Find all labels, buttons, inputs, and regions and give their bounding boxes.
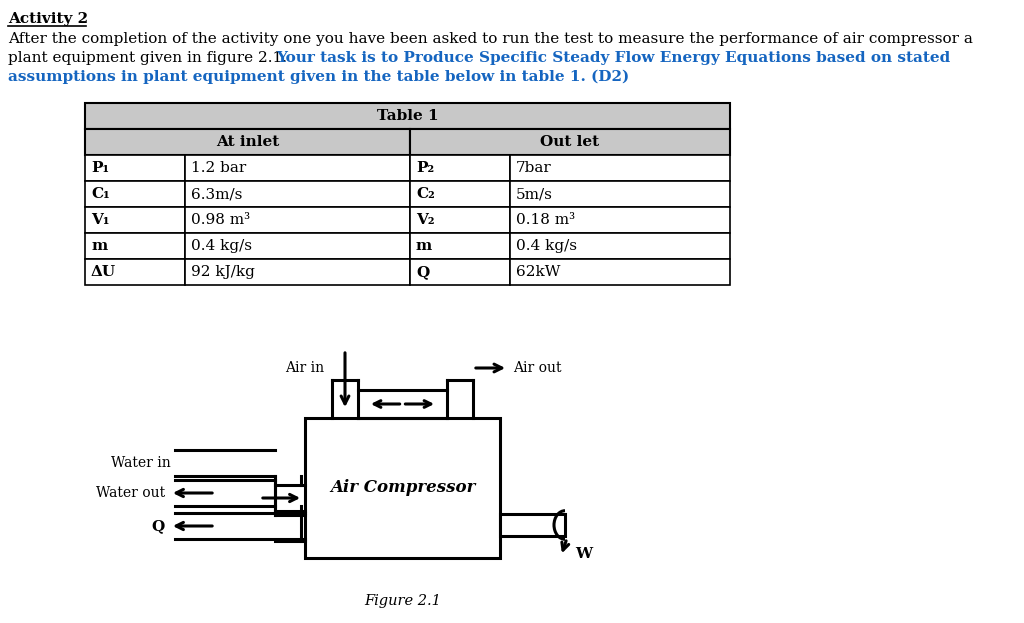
- Bar: [500, 514, 565, 536]
- Text: 1.2 bar: 1.2 bar: [191, 161, 246, 175]
- Text: V₂: V₂: [416, 213, 434, 227]
- Text: 0.4 kg/s: 0.4 kg/s: [516, 239, 577, 253]
- Bar: [85, 155, 185, 181]
- Text: 0.98 m³: 0.98 m³: [191, 213, 250, 227]
- Text: Activity 2: Activity 2: [8, 12, 88, 26]
- Bar: [510, 181, 730, 207]
- Bar: [410, 259, 510, 285]
- Text: P₂: P₂: [416, 161, 434, 175]
- Text: m: m: [416, 239, 432, 253]
- Bar: [185, 181, 410, 207]
- Bar: [305, 418, 500, 558]
- Text: Water out: Water out: [96, 486, 165, 500]
- Bar: [185, 155, 410, 181]
- Text: ΔU: ΔU: [91, 265, 116, 279]
- Bar: [510, 155, 730, 181]
- Text: 92 kJ/kg: 92 kJ/kg: [191, 265, 255, 279]
- Text: 0.18 m³: 0.18 m³: [516, 213, 575, 227]
- Text: C₁: C₁: [91, 187, 110, 201]
- Text: 6.3m/s: 6.3m/s: [191, 187, 243, 201]
- Bar: [85, 103, 730, 129]
- Bar: [85, 259, 185, 285]
- Text: plant equipment given in figure 2.1.: plant equipment given in figure 2.1.: [8, 51, 292, 65]
- Bar: [410, 207, 510, 233]
- Text: Table 1: Table 1: [377, 109, 438, 123]
- Bar: [185, 233, 410, 259]
- Text: Water in: Water in: [112, 456, 171, 470]
- Text: At inlet: At inlet: [216, 135, 280, 149]
- Text: Q: Q: [152, 519, 165, 533]
- Bar: [410, 181, 510, 207]
- Text: Air Compressor: Air Compressor: [330, 480, 475, 497]
- Bar: [85, 233, 185, 259]
- Text: Air in: Air in: [285, 361, 324, 375]
- Text: 62kW: 62kW: [516, 265, 560, 279]
- Text: assumptions in plant equipment given in the table below in table 1. (D2): assumptions in plant equipment given in …: [8, 70, 630, 84]
- Text: C₂: C₂: [416, 187, 435, 201]
- Text: Out let: Out let: [541, 135, 600, 149]
- Text: W: W: [575, 547, 592, 561]
- Text: Air out: Air out: [513, 361, 561, 375]
- Bar: [510, 233, 730, 259]
- Text: m: m: [91, 239, 108, 253]
- Text: 7bar: 7bar: [516, 161, 552, 175]
- Bar: [185, 207, 410, 233]
- Text: Your task is to Produce Specific Steady Flow Energy Equations based on stated: Your task is to Produce Specific Steady …: [276, 51, 950, 65]
- Bar: [85, 129, 410, 155]
- Text: After the completion of the activity one you have been asked to run the test to : After the completion of the activity one…: [8, 32, 973, 46]
- Bar: [410, 129, 730, 155]
- Bar: [410, 155, 510, 181]
- Text: P₁: P₁: [91, 161, 110, 175]
- Bar: [510, 259, 730, 285]
- Bar: [510, 207, 730, 233]
- Bar: [185, 259, 410, 285]
- Bar: [410, 233, 510, 259]
- Bar: [85, 181, 185, 207]
- Text: V₁: V₁: [91, 213, 110, 227]
- Text: Figure 2.1: Figure 2.1: [365, 594, 441, 608]
- Bar: [85, 207, 185, 233]
- Text: Q: Q: [416, 265, 429, 279]
- Text: 0.4 kg/s: 0.4 kg/s: [191, 239, 252, 253]
- Text: 5m/s: 5m/s: [516, 187, 553, 201]
